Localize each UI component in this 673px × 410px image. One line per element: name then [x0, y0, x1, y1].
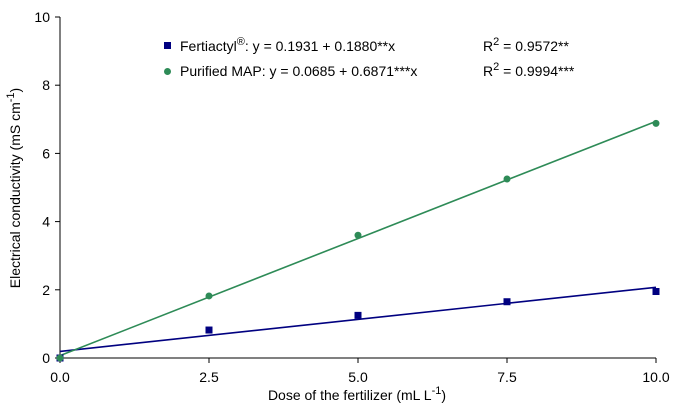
legend-r2-sup-fertiactyl: 2: [493, 36, 499, 48]
y-tick-label: 0: [42, 350, 50, 366]
data-point-fertiactyl: [354, 311, 362, 319]
legend-r2-value-fertiactyl: = 0.9572**: [499, 38, 569, 54]
y-axis-title-end: ): [7, 88, 23, 93]
x-tick-label: 2.5: [199, 369, 219, 385]
legend-series-sup-fertiactyl: ®: [237, 36, 245, 48]
legend-r2-value-purified-map: = 0.9994***: [499, 63, 575, 79]
data-point-purified-map: [652, 119, 660, 127]
legend-equation-fertiactyl: : y = 0.1931 + 0.1880**x: [245, 38, 395, 54]
legend-r2-fertiactyl: R2 = 0.9572**: [483, 36, 569, 54]
y-axis-title-sup: -1: [5, 92, 17, 102]
legend-series-name-purified-map: Purified MAP: [180, 63, 262, 79]
data-point-purified-map: [503, 175, 511, 183]
y-tick-label: 10: [34, 9, 50, 25]
x-tick-label: 0.0: [50, 369, 70, 385]
y-tick-label: 4: [42, 214, 50, 230]
legend-label-fertiactyl: Fertiactyl®: y = 0.1931 + 0.1880**x: [180, 36, 395, 54]
x-tick-label: 5.0: [348, 369, 368, 385]
legend-marker-purified-map: [164, 68, 171, 75]
y-tick-label: 8: [42, 77, 50, 93]
legend-entry-fertiactyl: Fertiactyl®: y = 0.1931 + 0.1880**x R2 =…: [164, 36, 569, 54]
data-point-fertiactyl: [205, 326, 213, 334]
y-tick-label: 6: [42, 145, 50, 161]
x-axis-title-sup: -1: [432, 385, 442, 397]
ticks: 0 2 4 6 8 10 0.0 2.5 5.0 7.5 10.0: [34, 9, 669, 385]
y-tick-label: 2: [42, 282, 50, 298]
legend-equation-purified-map: : y = 0.0685 + 0.6871***x: [262, 63, 418, 79]
data-point-fertiactyl: [652, 288, 660, 296]
x-tick-label: 10.0: [642, 369, 669, 385]
legend-r2-label-purified-map: R: [483, 63, 493, 79]
legend-r2-label-fertiactyl: R: [483, 38, 493, 54]
legend-r2-purified-map: R2 = 0.9994***: [483, 61, 575, 79]
legend-entry-purified-map: Purified MAP: y = 0.0685 + 0.6871***x R2…: [164, 61, 575, 79]
data-point-purified-map: [354, 231, 362, 239]
legend-series-name-fertiactyl: Fertiactyl: [180, 38, 237, 54]
data-point-purified-map: [56, 354, 64, 362]
legend: Fertiactyl®: y = 0.1931 + 0.1880**x R2 =…: [164, 36, 575, 79]
y-axis-title-main: Electrical conductivity (mS cm: [7, 102, 23, 288]
legend-label-purified-map: Purified MAP: y = 0.0685 + 0.6871***x: [180, 63, 417, 79]
y-axis-title: Electrical conductivity (mS cm-1): [5, 88, 23, 288]
legend-r2-sup-purified-map: 2: [493, 61, 499, 73]
x-tick-label: 7.5: [497, 369, 517, 385]
data-points: [56, 119, 660, 362]
data-point-fertiactyl: [503, 298, 511, 306]
regression-line-fertiactyl: [59, 286, 657, 353]
legend-marker-fertiactyl: [164, 42, 171, 49]
x-axis-title: Dose of the fertilizer (mL L-1): [268, 385, 446, 403]
data-point-purified-map: [205, 292, 213, 300]
x-axis-title-main: Dose of the fertilizer (mL L: [268, 387, 432, 403]
x-axis-title-end: ): [441, 387, 446, 403]
